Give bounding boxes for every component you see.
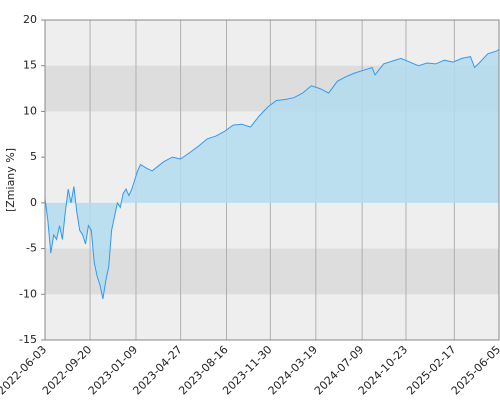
y-tick-label: -15: [19, 333, 37, 346]
band: [45, 248, 499, 295]
plot-border: [44, 19, 500, 341]
y-tick-label: 0: [30, 196, 37, 209]
y-tick-label: 20: [23, 13, 37, 26]
area: [45, 49, 499, 299]
y-axis-label: [Zmiany %]: [4, 148, 17, 212]
y-tick-label: 5: [30, 150, 37, 163]
y-tick-label: -5: [26, 242, 37, 255]
line: [44, 48, 500, 300]
y-tick-label: 15: [23, 59, 37, 72]
y-tick-label: -10: [19, 287, 37, 300]
y-tick-label: 10: [23, 104, 37, 117]
